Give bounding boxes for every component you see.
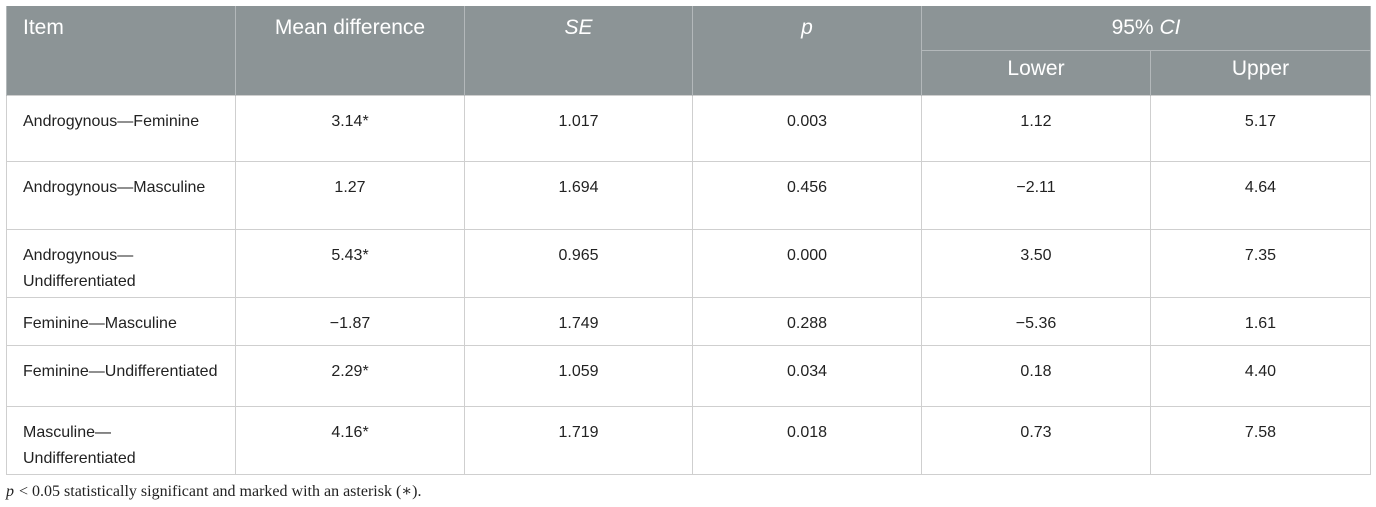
header-text: CI: [1159, 16, 1181, 39]
value-cell: 0.965: [464, 228, 693, 298]
table-row: Feminine—Undifferentiated 2.29* 1.059 0.034…: [6, 344, 1371, 407]
value-cell: 1.059: [464, 344, 693, 407]
value-cell: 4.40: [1150, 344, 1371, 407]
value-cell: 1.61: [1150, 296, 1371, 346]
item-cell: Androgynous—Masculine: [6, 160, 236, 230]
item-cell: Feminine—Masculine: [6, 296, 236, 346]
value-cell: 5.43*: [235, 228, 465, 298]
value-cell: 4.16*: [235, 405, 465, 475]
footnote-text: < 0.05 statistically significant and mar…: [19, 483, 422, 500]
header-text: SE: [564, 16, 593, 39]
footnote-symbol: p: [6, 483, 14, 500]
table-body: Androgynous—Feminine 3.14* 1.017 0.003 1.12 5…: [6, 94, 1371, 475]
item-cell: Androgynous—Feminine: [6, 94, 236, 162]
value-cell: 1.017: [464, 94, 693, 162]
value-cell: 1.12: [921, 94, 1151, 162]
header-cell: Upper: [1150, 49, 1371, 95]
footnote: p < 0.05 statistically significant and ma…: [6, 481, 421, 501]
value-cell: 3.14*: [235, 94, 465, 162]
data-table: Item Mean difference SE p 95% CI Lower U…: [6, 6, 1371, 475]
header-text: p: [801, 16, 813, 39]
table-row: Feminine—Masculine −1.87 1.749 0.288 −5.36 1.…: [6, 296, 1371, 346]
header-cell: Lower: [921, 49, 1151, 95]
value-cell: 3.50: [921, 228, 1151, 298]
value-cell: −2.11: [921, 160, 1151, 230]
table-row: Masculine—Undifferentiated 4.16* 1.719 0.01…: [6, 405, 1371, 475]
value-cell: 1.694: [464, 160, 693, 230]
value-cell: 0.018: [692, 405, 922, 475]
table-row: Androgynous—Masculine 1.27 1.694 0.456 −2.11…: [6, 160, 1371, 230]
header-cell: Item: [6, 6, 236, 95]
table-row: Androgynous—Undifferentiated 5.43* 0.965 0.…: [6, 228, 1371, 298]
header-cell: Mean difference: [235, 6, 465, 95]
header-cell: SE: [464, 6, 693, 95]
value-cell: 1.749: [464, 296, 693, 346]
value-cell: −1.87: [235, 296, 465, 346]
value-cell: 7.35: [1150, 228, 1371, 298]
value-cell: 0.18: [921, 344, 1151, 407]
value-cell: 0.000: [692, 228, 922, 298]
item-cell: Feminine—Undifferentiated: [6, 344, 236, 407]
header-cell: p: [692, 6, 922, 95]
value-cell: 0.288: [692, 296, 922, 346]
value-cell: −5.36: [921, 296, 1151, 346]
header-text: 95%: [1111, 16, 1154, 39]
value-cell: 5.17: [1150, 94, 1371, 162]
value-cell: 0.73: [921, 405, 1151, 475]
value-cell: 1.27: [235, 160, 465, 230]
header-cell: 95% CI: [921, 6, 1371, 50]
table-row: Androgynous—Feminine 3.14* 1.017 0.003 1.12 5…: [6, 94, 1371, 162]
value-cell: 0.003: [692, 94, 922, 162]
value-cell: 7.58: [1150, 405, 1371, 475]
value-cell: 2.29*: [235, 344, 465, 407]
value-cell: 0.034: [692, 344, 922, 407]
item-cell: Masculine—Undifferentiated: [6, 405, 236, 475]
value-cell: 4.64: [1150, 160, 1371, 230]
value-cell: 1.719: [464, 405, 693, 475]
value-cell: 0.456: [692, 160, 922, 230]
item-cell: Androgynous—Undifferentiated: [6, 228, 236, 298]
